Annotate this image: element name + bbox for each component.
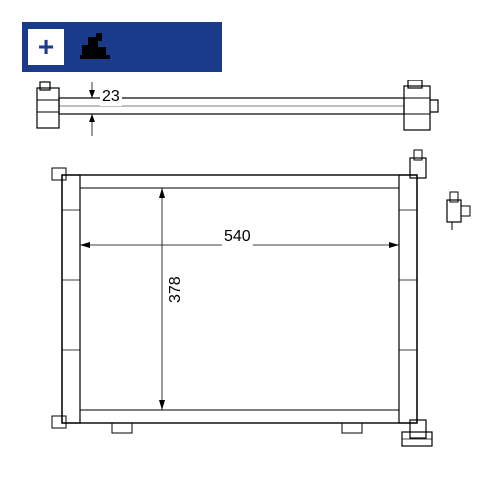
plus-icon: + [38,31,54,63]
dimension-thickness [89,82,95,136]
dimension-height-label: 378 [167,274,185,305]
side-connector-view [447,192,470,230]
technical-drawing: 23 540 378 [22,80,478,478]
header-band: + [22,22,222,72]
front-view [52,150,432,446]
plus-icon-box: + [28,29,64,65]
connector-silhouette-icon [76,27,116,68]
radiator-diagram [22,80,478,478]
dimension-height [80,188,167,410]
dimension-width-label: 540 [222,228,253,246]
dimension-thickness-label: 23 [100,88,122,106]
top-view [37,80,438,130]
